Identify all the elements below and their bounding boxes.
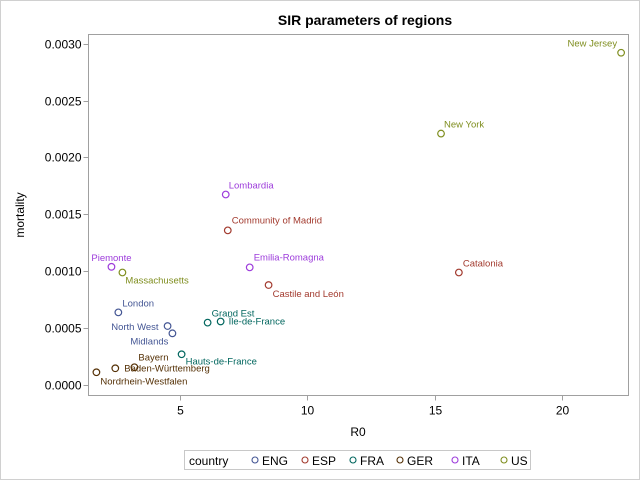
- y-axis: 0.0000 0.0005 0.0010 0.0015 0.0020 0.0025 0.00…: [45, 38, 89, 393]
- data-point[interactable]: [223, 226, 232, 235]
- point-label: Massachusetts: [125, 276, 189, 287]
- point-label: Hauts-de-France: [186, 356, 257, 367]
- x-axis: 5 10 15 20: [177, 395, 570, 418]
- point-label: Castile and León: [273, 289, 344, 300]
- point-label: Grand Est: [212, 309, 255, 320]
- data-point[interactable]: [617, 48, 626, 57]
- point-label: Nordrhein-Westfalen: [100, 376, 187, 387]
- data-point[interactable]: [118, 268, 127, 277]
- data-point[interactable]: [114, 308, 123, 317]
- point-label: Community of Madrid: [232, 215, 322, 226]
- data-point[interactable]: [245, 263, 254, 272]
- x-tick-label: 15: [429, 404, 443, 418]
- legend-marker: [251, 456, 259, 464]
- legend: country ENG ESP FRA GER ITA US: [184, 450, 531, 470]
- legend-label: ESP: [312, 454, 336, 468]
- legend-marker: [301, 456, 309, 464]
- legend-marker: [500, 456, 508, 464]
- legend-label: ITA: [462, 454, 480, 468]
- legend-item-ger[interactable]: GER: [396, 454, 433, 468]
- point-label: London: [122, 298, 154, 309]
- data-point[interactable]: [92, 368, 101, 377]
- y-axis-label: mortality: [13, 192, 27, 237]
- legend-item-eng[interactable]: ENG: [251, 454, 288, 468]
- y-tick-label: 0.0025: [45, 95, 82, 109]
- point-label: Piemonte: [91, 253, 131, 264]
- y-tick-label: 0.0020: [45, 151, 82, 165]
- data-point[interactable]: [130, 363, 139, 372]
- plot-area: [88, 34, 629, 396]
- point-label: Bayern: [138, 352, 168, 363]
- y-tick-label: 0.0000: [45, 379, 82, 393]
- chart-title: SIR parameters of regions: [278, 12, 452, 28]
- data-point[interactable]: [437, 129, 445, 138]
- legend-label: FRA: [360, 454, 384, 468]
- data-point[interactable]: [111, 364, 120, 373]
- legend-item-esp[interactable]: ESP: [301, 454, 336, 468]
- legend-marker: [451, 456, 459, 464]
- y-tick-label: 0.0030: [45, 38, 82, 52]
- point-label: Catalonia: [463, 259, 504, 270]
- legend-title: country: [189, 454, 228, 468]
- y-tick-label: 0.0015: [45, 208, 82, 222]
- point-label: North West: [111, 322, 159, 333]
- legend-item-ita[interactable]: ITA: [451, 454, 480, 468]
- x-tick-label: 5: [177, 404, 184, 418]
- legend-marker: [396, 456, 404, 464]
- point-label: Île-de-France: [228, 316, 286, 327]
- data-point[interactable]: [203, 318, 212, 327]
- data-point[interactable]: [216, 317, 225, 326]
- data-point[interactable]: [454, 268, 463, 277]
- data-point[interactable]: [264, 281, 273, 289]
- legend-item-fra[interactable]: FRA: [349, 454, 384, 468]
- x-tick-label: 10: [301, 404, 315, 418]
- x-axis-label: R0: [350, 425, 366, 439]
- point-label: New York: [444, 120, 484, 131]
- data-point[interactable]: [168, 329, 177, 338]
- point-label: Emilia-Romagna: [254, 252, 325, 263]
- data-points: New Jersey New York Lombardia Community of …: [91, 39, 626, 387]
- y-tick-label: 0.0005: [45, 322, 82, 336]
- y-tick-label: 0.0010: [45, 265, 82, 279]
- data-point[interactable]: [177, 350, 186, 359]
- point-label: Midlands: [130, 336, 168, 347]
- point-label: New Jersey: [567, 39, 617, 50]
- data-point[interactable]: [107, 262, 116, 271]
- legend-item-us[interactable]: US: [500, 454, 528, 468]
- x-tick-label: 20: [556, 404, 570, 418]
- data-point[interactable]: [221, 190, 230, 199]
- point-label: Baden-Württemberg: [124, 363, 210, 374]
- data-point[interactable]: [163, 322, 172, 330]
- legend-box: [184, 450, 531, 470]
- legend-label: GER: [407, 454, 433, 468]
- legend-marker: [349, 456, 357, 464]
- point-label: Lombardia: [229, 181, 275, 192]
- legend-label: ENG: [262, 454, 288, 468]
- legend-label: US: [511, 454, 528, 468]
